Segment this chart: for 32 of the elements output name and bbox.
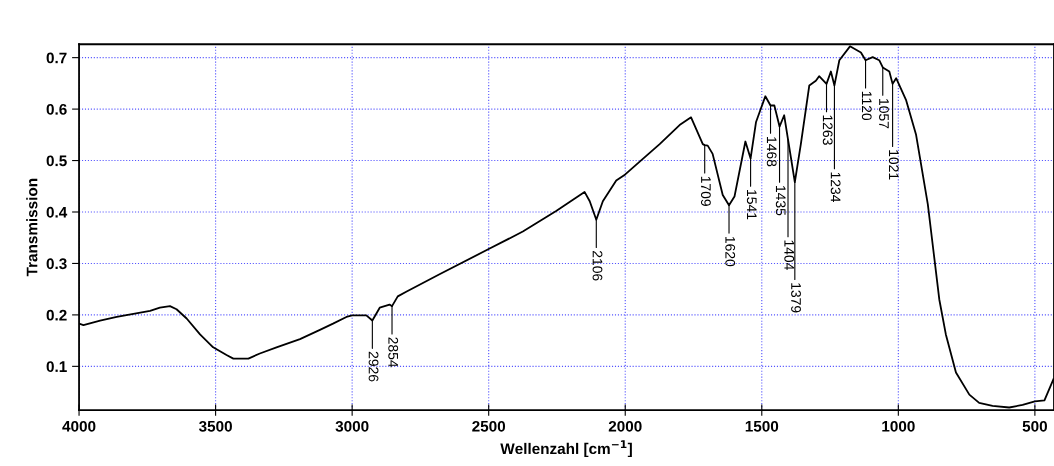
annotation: 1263	[822, 115, 833, 145]
x-tick-label: 3500	[198, 420, 232, 432]
annotation: 1620	[725, 236, 736, 267]
x-tick-label: 2500	[472, 420, 506, 432]
x-axis-title: Wellenzahl [cm$^{−1}$]	[500, 440, 632, 458]
annotation: 1468	[766, 137, 777, 167]
annotation: 1379	[791, 283, 801, 313]
y-tick-label: 0.6	[46, 103, 67, 115]
y-axis-title: Transmission	[26, 178, 38, 277]
x-tick-label: 3000	[335, 420, 369, 432]
y-tick-label: 0.5	[46, 155, 67, 167]
annotation: 2926	[368, 351, 379, 382]
y-tick-label: 0.7	[46, 52, 67, 64]
y-tick-label: 0.2	[46, 309, 67, 321]
x-tick-label: 1500	[745, 420, 779, 432]
annotation: 1709	[700, 176, 711, 206]
x-tick-label: 2000	[608, 420, 642, 432]
annotation: 2106	[592, 250, 603, 281]
x-tick-label: 4000	[62, 420, 96, 432]
annotation: 1541	[746, 190, 757, 220]
annotation: 1021	[888, 150, 899, 180]
y-tick-label: 0.1	[46, 361, 67, 373]
y-tick-label: 0.4	[46, 206, 68, 218]
annotation: 1057	[879, 99, 889, 129]
annotation: 1234	[830, 172, 841, 203]
x-tick-label: 1000	[882, 420, 915, 432]
x-tick-label: 500	[1022, 420, 1047, 432]
annotation: 2854	[388, 337, 399, 368]
annotation: 1435	[775, 185, 786, 216]
y-tick-label: 0.3	[46, 258, 67, 270]
annotation: 1120	[861, 91, 872, 121]
annotation: 1404	[784, 240, 795, 270]
